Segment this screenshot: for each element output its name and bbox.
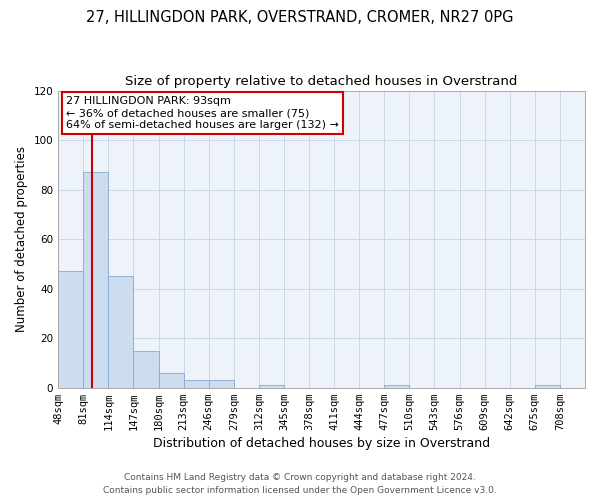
Bar bbox=[385, 385, 409, 388]
Bar bbox=[133, 350, 158, 388]
Bar bbox=[259, 385, 284, 388]
Text: 27, HILLINGDON PARK, OVERSTRAND, CROMER, NR27 0PG: 27, HILLINGDON PARK, OVERSTRAND, CROMER,… bbox=[86, 10, 514, 25]
Bar bbox=[109, 276, 133, 388]
X-axis label: Distribution of detached houses by size in Overstrand: Distribution of detached houses by size … bbox=[153, 437, 490, 450]
Title: Size of property relative to detached houses in Overstrand: Size of property relative to detached ho… bbox=[125, 75, 518, 88]
Text: 27 HILLINGDON PARK: 93sqm
← 36% of detached houses are smaller (75)
64% of semi-: 27 HILLINGDON PARK: 93sqm ← 36% of detac… bbox=[66, 96, 339, 130]
Bar bbox=[158, 373, 184, 388]
Bar bbox=[83, 172, 109, 388]
Text: Contains HM Land Registry data © Crown copyright and database right 2024.
Contai: Contains HM Land Registry data © Crown c… bbox=[103, 474, 497, 495]
Bar bbox=[184, 380, 209, 388]
Y-axis label: Number of detached properties: Number of detached properties bbox=[15, 146, 28, 332]
Bar bbox=[535, 385, 560, 388]
Bar bbox=[209, 380, 234, 388]
Bar bbox=[58, 272, 83, 388]
